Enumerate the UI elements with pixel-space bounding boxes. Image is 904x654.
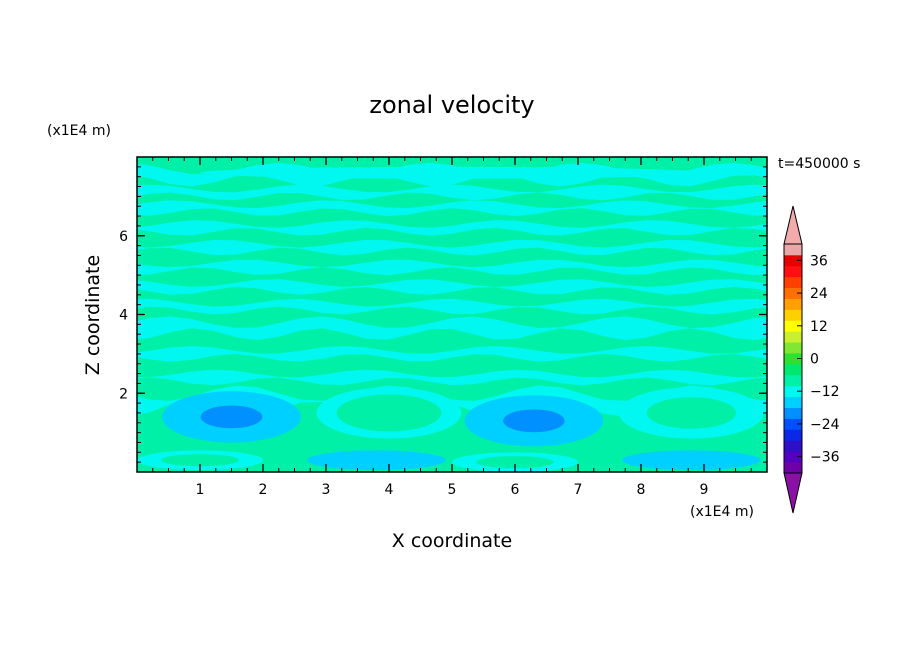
colorbar-over-arrow [783,205,803,245]
field-lobe-level [200,166,704,179]
field-lobe [622,450,761,471]
x-axis-ticks: 1 2 3 4 5 6 7 8 9 [196,157,709,498]
colorbar-segment [784,244,802,256]
x-axis-label: X coordinate [392,530,512,552]
field-streak [137,369,767,386]
colorbar-tick-label: −12 [810,384,840,400]
colorbar-segment [784,298,802,310]
y-tick-label: 2 [119,386,128,402]
field-streak [137,259,767,276]
field-streak [137,298,767,315]
colorbar-tick-label: −36 [810,450,840,466]
colorbar-segment [784,276,802,289]
time-label: t=450000 s [778,156,860,172]
x-tick-label: 8 [637,482,646,498]
chart-title: zonal velocity [369,91,534,119]
x-tick-label: 3 [322,482,331,498]
field-lobe [618,387,764,439]
colorbar-segment [784,254,802,267]
y-axis-ticks: 2 4 6 [119,229,767,402]
field-lobe-level [503,409,565,433]
field-lobe-level [333,454,420,467]
colorbar-segment [784,429,802,441]
field-lobe [316,387,462,439]
x-tick-label: 7 [574,482,583,498]
field-streak [137,279,767,295]
x-unit-label: (x1E4 m) [690,504,754,520]
field-lobe [162,391,301,443]
colorbar-segment [784,451,802,463]
colorbar-segment [784,353,802,365]
colorbar-segment [784,407,802,419]
field-bands [137,162,767,417]
x-tick-label: 4 [385,482,394,498]
y-tick-label: 4 [119,308,128,324]
colorbar-tick-label: −24 [810,417,840,433]
field-lobe-level [356,401,422,425]
field-streak [137,220,767,236]
field-streak [137,200,767,216]
colorbar-tick-label: 36 [810,253,828,269]
colorbar-tick-label: 12 [810,319,828,335]
y-axis-label: Z coordinate [82,255,104,375]
colorbar-tick-label: 24 [810,286,828,302]
x-tick-label: 2 [259,482,268,498]
field-lobe [452,452,578,472]
field-lobe-level [200,405,263,429]
field-streak [137,316,767,341]
field-lobe-level [476,456,554,469]
field-lobe [200,166,704,179]
colorbar-segment [784,331,802,343]
field-lobe [464,395,604,447]
field-streak [137,184,767,201]
field-blobs [137,166,764,472]
field-lobe [307,450,446,471]
field-streak [137,346,767,362]
field-lobe-level [646,397,736,429]
x-tick-label: 5 [448,482,457,498]
y-tick-label: 6 [119,229,128,245]
colorbar-segment [784,385,802,398]
colorbar-segment [784,342,802,354]
x-tick-label: 1 [196,482,205,498]
colorbar-segment [784,287,802,299]
field-lobe [137,450,263,471]
x-tick-label: 9 [700,482,709,498]
colorbar: 36 24 12 0 −12 −24 −36 [783,205,840,514]
colorbar-segment [784,309,802,321]
colorbar-segment [784,396,802,408]
colorbar-segment [784,374,802,387]
field-streak [137,239,767,256]
x-tick-label: 6 [511,482,520,498]
colorbar-segment [784,418,802,430]
y-unit-label: (x1E4 m) [47,123,111,139]
colorbar-segment [784,265,802,278]
colorbar-under-arrow [783,472,803,514]
colorbar-segment [784,363,802,376]
field-lobe-level [161,454,239,467]
colorbar-segment [784,440,802,452]
field-lobe-level [648,454,735,467]
colorbar-tick-label: 0 [810,352,819,368]
colorbar-segment [784,462,802,474]
colorbar-segment [784,320,802,332]
plot-field [137,157,767,472]
